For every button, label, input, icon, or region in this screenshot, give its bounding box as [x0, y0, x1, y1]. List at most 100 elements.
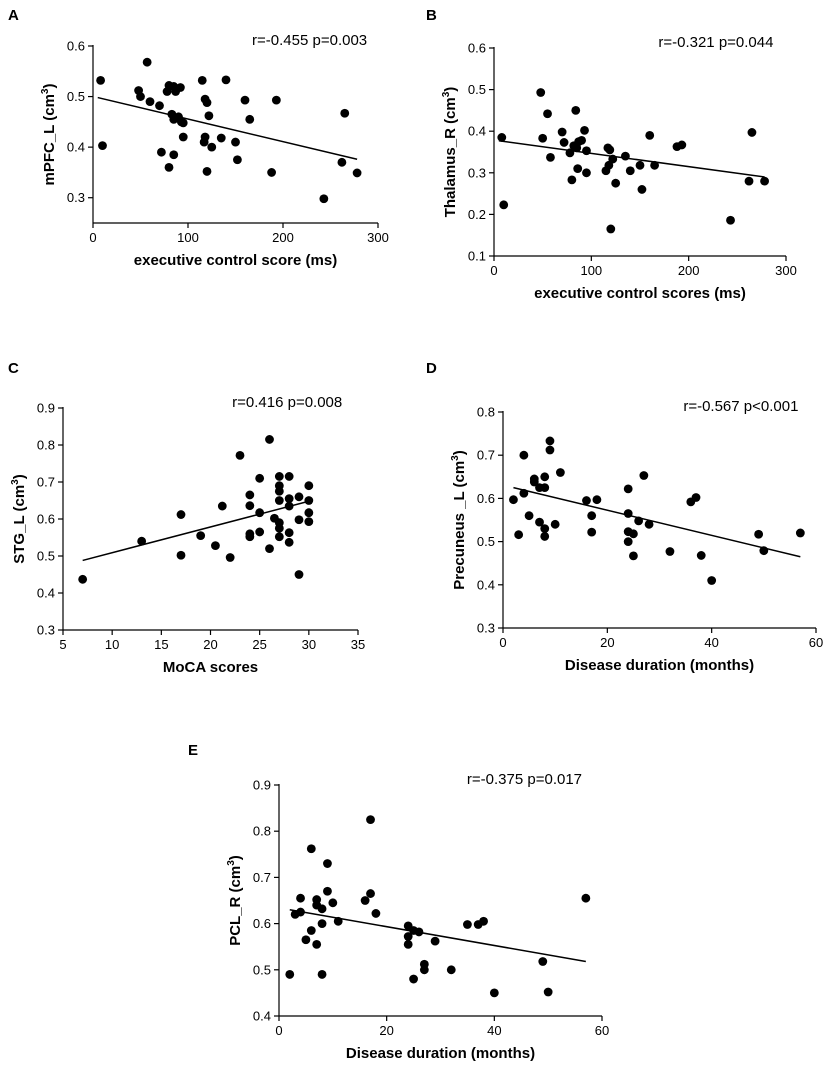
- x-axis-title: executive control scores (ms): [534, 285, 746, 302]
- regression-line: [82, 500, 310, 562]
- regression-line: [513, 486, 801, 558]
- regression-line: [498, 140, 765, 178]
- x-tick-label: 40: [487, 1023, 501, 1038]
- y-axis-title-close: ): [442, 87, 459, 92]
- correlation-annotation: r=0.416 p=0.008: [232, 394, 342, 411]
- y-tick-label: 0.1: [468, 249, 486, 264]
- y-tick-label: 0.7: [477, 448, 495, 463]
- data-point: [707, 576, 717, 585]
- x-tick-label: 20: [203, 637, 217, 652]
- data-point: [592, 495, 602, 505]
- x-tick-label: 200: [678, 263, 700, 278]
- data-point: [524, 511, 534, 521]
- data-point: [284, 472, 294, 481]
- regression-line: [289, 909, 586, 963]
- data-point: [96, 75, 105, 85]
- x-tick-label: 35: [351, 637, 365, 652]
- data-point: [581, 893, 591, 903]
- y-tick-label: 0.5: [67, 89, 85, 104]
- data-point: [265, 544, 274, 553]
- data-point: [235, 450, 245, 460]
- data-point: [202, 167, 212, 176]
- data-point: [196, 531, 206, 541]
- correlation-annotation: r=-0.455 p=0.003: [252, 32, 367, 49]
- x-tick-label: 20: [379, 1023, 393, 1038]
- data-point: [255, 473, 265, 483]
- data-point: [625, 166, 635, 176]
- x-axis-title: Disease duration (months): [565, 657, 754, 674]
- correlation-annotation: r=-0.567 p<0.001: [683, 398, 798, 415]
- data-point: [536, 88, 546, 97]
- data-point: [587, 527, 597, 537]
- data-point: [178, 118, 188, 128]
- data-point: [136, 92, 145, 101]
- data-point: [538, 133, 548, 143]
- data-point: [217, 501, 227, 511]
- data-point: [546, 153, 555, 162]
- y-tick-label: 0.5: [477, 534, 495, 549]
- data-point: [611, 178, 621, 188]
- data-point: [200, 132, 210, 142]
- data-point: [540, 532, 550, 541]
- y-tick-label: 0.3: [477, 621, 495, 636]
- data-point: [623, 537, 633, 546]
- data-point: [245, 501, 255, 511]
- y-axis-title-close: ): [451, 450, 468, 455]
- data-point: [267, 168, 276, 177]
- data-point: [529, 477, 539, 487]
- x-tick-label: 25: [252, 637, 266, 652]
- y-tick-label: 0.7: [253, 870, 271, 885]
- scatter-plot-c: 5 10 15 20 25 30 35 0.3 0.4 0.5 0.6 0.7 0.8 0.9 MoCA s…: [10, 394, 365, 676]
- x-tick-label: 0: [89, 230, 96, 245]
- y-tick-label: 0.6: [37, 512, 55, 527]
- data-point: [573, 164, 583, 174]
- panel-e: E 0 20 40 60 0.4 0.5 0.6 0.7 0.8 0.9 Disease durat…: [188, 742, 609, 1062]
- data-point: [535, 517, 544, 527]
- data-point: [207, 142, 217, 152]
- x-tick-label: 60: [595, 1023, 609, 1038]
- data-point: [629, 529, 638, 539]
- data-point: [294, 570, 304, 579]
- data-point: [403, 932, 413, 941]
- y-axis-title: PCL_R (cm3): [226, 855, 244, 946]
- data-point: [176, 83, 185, 92]
- data-point: [284, 494, 294, 504]
- data-point: [571, 106, 581, 115]
- y-axis-title: Thalamus_R (cm3): [441, 87, 459, 218]
- correlation-annotation: r=-0.321 p=0.044: [658, 34, 773, 51]
- data-point: [726, 215, 735, 225]
- scatter-plot-d: 0 20 40 60 0.3 0.4 0.5 0.6 0.7 0.8 Disease duratio…: [450, 398, 823, 674]
- x-tick-label: 300: [367, 230, 389, 245]
- data-point: [691, 493, 701, 502]
- y-tick-label: 0.9: [37, 401, 55, 416]
- y-tick-label: 0.9: [253, 778, 271, 793]
- y-axis-title-main: Thalamus_R (cm: [442, 97, 459, 217]
- data-point: [497, 133, 507, 142]
- y-tick-label: 0.4: [253, 1009, 271, 1024]
- data-point: [665, 547, 675, 556]
- data-point: [164, 162, 174, 172]
- data-point: [360, 896, 370, 905]
- data-point: [555, 468, 565, 477]
- data-point: [328, 898, 338, 908]
- data-point: [545, 445, 555, 455]
- data-point: [635, 160, 645, 170]
- regression-line: [97, 96, 358, 161]
- panel-d: D 0 20 40 60 0.3 0.4 0.5 0.6 0.7 0.8 Disease durat…: [426, 360, 823, 674]
- data-point: [137, 536, 147, 546]
- y-axis-title-main: mPFC_L (cm: [41, 94, 58, 185]
- x-tick-label: 10: [105, 637, 119, 652]
- panel-letter-e: E: [188, 742, 198, 759]
- data-point: [580, 125, 589, 135]
- data-point: [240, 95, 250, 105]
- data-point: [176, 550, 186, 560]
- data-point: [211, 541, 220, 551]
- x-tick-label: 60: [809, 635, 823, 650]
- y-tick-label: 0.3: [468, 165, 486, 180]
- data-point: [419, 965, 429, 975]
- data-point: [157, 147, 166, 157]
- data-point: [317, 919, 327, 928]
- data-point: [550, 519, 560, 529]
- y-axis-title: Precuneus _L (cm3): [450, 450, 468, 590]
- data-point: [538, 957, 548, 966]
